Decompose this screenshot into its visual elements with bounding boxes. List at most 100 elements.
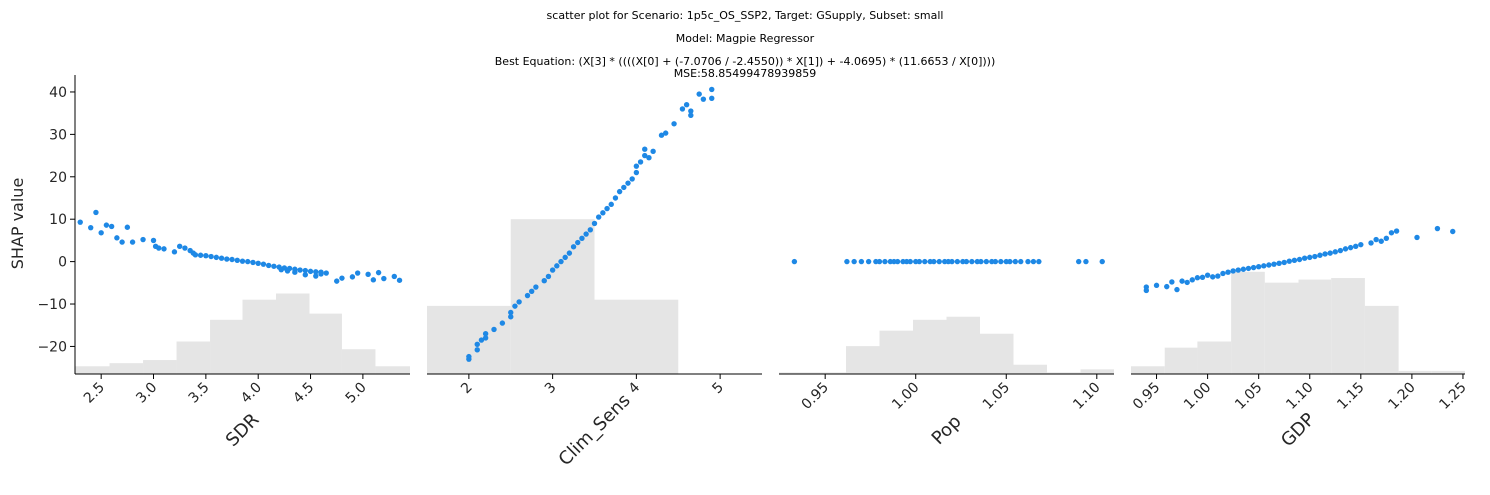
data-point-1-29 — [234, 257, 240, 264]
data-point-2-6 — [482, 335, 489, 341]
data-point-2-50 — [683, 101, 690, 108]
data-point-3-40 — [1036, 258, 1042, 265]
data-point-2-43 — [642, 146, 648, 152]
data-point-3-3 — [851, 258, 857, 265]
x-tick-label-4-5: 1.15 — [1334, 380, 1367, 413]
x-tick-label-3-3: 1.05 — [980, 380, 1013, 413]
data-point-3-19 — [931, 258, 937, 265]
data-point-4-41 — [1353, 243, 1359, 250]
histogram-bar-2-2 — [510, 219, 595, 374]
histogram-bar-4-4 — [1231, 271, 1265, 374]
data-point-2-51 — [688, 112, 694, 118]
data-point-1-24 — [208, 253, 214, 260]
data-point-2-38 — [629, 176, 635, 182]
data-point-4-47 — [1388, 230, 1395, 236]
data-point-4-28 — [1286, 258, 1293, 264]
data-point-3-11 — [894, 258, 901, 265]
data-point-3-16 — [916, 258, 923, 265]
data-point-2-46 — [658, 132, 665, 138]
data-point-2-11 — [508, 309, 514, 316]
histogram-bar-1-3 — [143, 360, 177, 374]
data-point-2-17 — [541, 277, 547, 284]
data-point-2-5 — [478, 337, 485, 343]
data-point-2-25 — [575, 239, 581, 246]
data-point-1-2 — [88, 224, 94, 231]
data-point-2-49 — [679, 106, 686, 112]
data-point-3-43 — [1099, 258, 1105, 265]
data-point-4-37 — [1332, 249, 1338, 255]
data-point-4-8 — [1184, 279, 1190, 286]
data-point-2-40 — [633, 163, 640, 169]
x-tick-label-2-3: 4 — [626, 379, 644, 397]
x-tick-label-4-6: 1.20 — [1385, 380, 1418, 413]
data-point-3-8 — [882, 258, 888, 265]
histogram-bar-2-1 — [427, 305, 511, 374]
data-point-3-32 — [992, 258, 999, 265]
data-point-1-28 — [229, 256, 235, 263]
data-point-1-17 — [176, 243, 183, 250]
data-point-2-39 — [633, 169, 640, 176]
data-point-4-5 — [1169, 279, 1175, 285]
data-point-1-51 — [313, 273, 319, 279]
data-point-4-50 — [1434, 225, 1441, 232]
x-tick-label-2-1: 2 — [458, 380, 476, 398]
data-point-1-1 — [77, 219, 83, 225]
data-point-4-45 — [1378, 238, 1384, 244]
data-point-2-34 — [612, 195, 619, 201]
data-point-1-44 — [313, 269, 319, 275]
histogram-bar-1-7 — [276, 293, 310, 374]
histogram-bar-1-8 — [309, 313, 342, 374]
histogram-bar-4-1 — [1131, 366, 1165, 374]
data-point-3-33 — [998, 258, 1004, 265]
data-point-1-27 — [224, 256, 230, 262]
y-tick-label-1: −20 — [37, 339, 67, 355]
data-point-1-30 — [239, 258, 246, 264]
data-point-4-3 — [1153, 282, 1160, 289]
data-point-2-33 — [608, 201, 614, 208]
data-point-2-29 — [591, 220, 598, 227]
y-tick-label-7: 40 — [49, 85, 67, 101]
data-point-1-22 — [197, 252, 204, 258]
histogram-bar-4-10 — [1431, 370, 1465, 374]
data-point-2-15 — [528, 288, 535, 294]
data-point-4-12 — [1204, 272, 1211, 278]
data-point-2-45 — [650, 148, 656, 155]
data-point-1-53 — [334, 278, 340, 284]
data-point-4-10 — [1194, 275, 1201, 281]
data-point-3-30 — [983, 258, 990, 265]
data-point-4-51 — [1450, 228, 1456, 235]
data-point-4-6 — [1174, 286, 1180, 293]
data-point-4-17 — [1230, 268, 1236, 274]
histogram-bar-4-9 — [1398, 370, 1432, 374]
data-point-4-25 — [1271, 261, 1277, 267]
x-tick-label-1-6: 5.0 — [343, 380, 370, 407]
data-point-1-41 — [297, 267, 303, 273]
data-point-2-47 — [662, 130, 669, 136]
histogram-bar-3-4 — [879, 330, 913, 374]
data-point-4-16 — [1225, 269, 1231, 275]
histogram-bar-4-5 — [1264, 282, 1299, 374]
data-point-2-21 — [558, 258, 564, 265]
histogram-bar-3-5 — [913, 319, 947, 374]
x-axis-label-4: GDP — [1277, 409, 1319, 451]
data-point-4-43 — [1368, 240, 1374, 246]
data-point-2-30 — [595, 214, 602, 220]
data-point-1-33 — [255, 260, 261, 267]
data-point-2-28 — [587, 227, 594, 233]
data-point-4-49 — [1414, 234, 1420, 241]
data-point-4-33 — [1312, 253, 1318, 260]
x-axis-label-1: SDR — [222, 409, 264, 451]
x-tick-label-4-7: 1.25 — [1436, 380, 1469, 413]
data-point-4-32 — [1307, 254, 1313, 261]
data-point-1-58 — [370, 277, 377, 283]
histogram-bar-1-2 — [109, 363, 144, 374]
data-point-2-32 — [604, 205, 610, 212]
x-tick-label-4-4: 1.10 — [1283, 380, 1316, 413]
data-point-2-23 — [566, 250, 573, 256]
data-point-1-15 — [161, 246, 167, 252]
data-point-1-62 — [396, 277, 403, 283]
data-point-2-54 — [700, 96, 707, 102]
data-point-1-48 — [284, 268, 291, 274]
x-tick-label-1-4: 4.0 — [238, 380, 265, 407]
